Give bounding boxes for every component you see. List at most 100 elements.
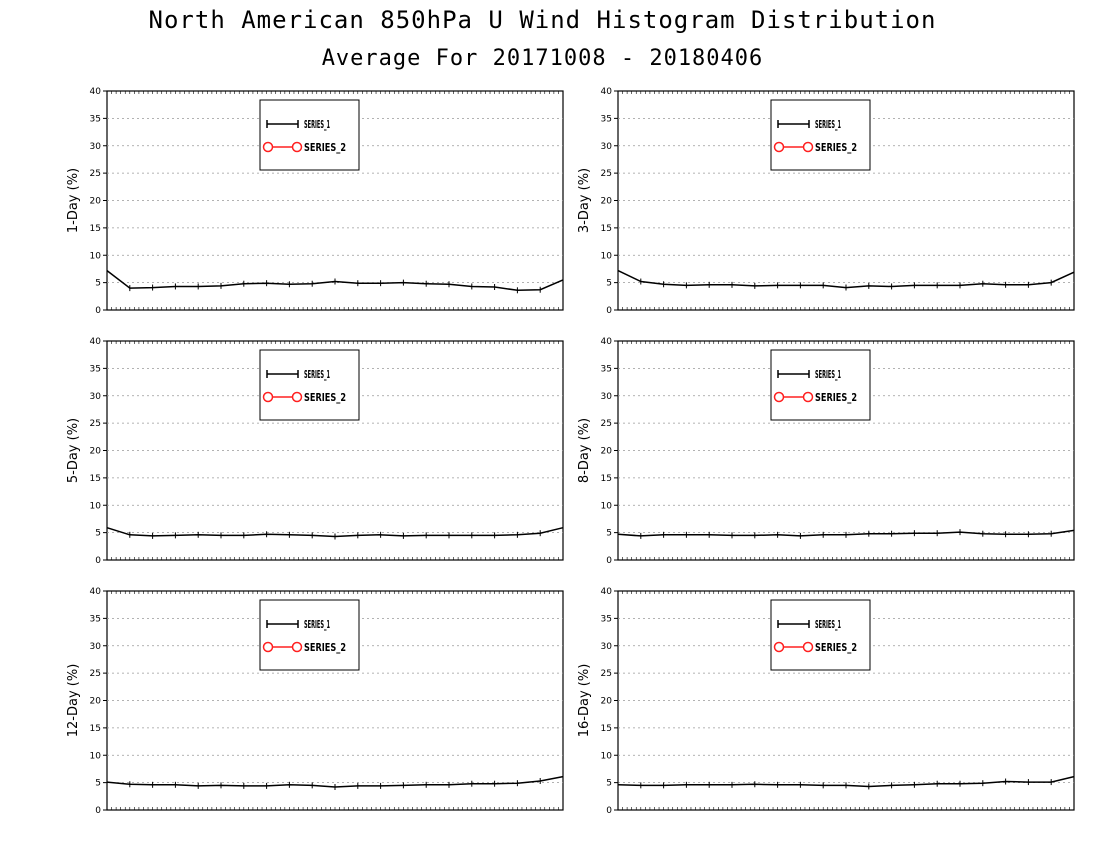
legend-box	[770, 99, 871, 171]
chart-title: North American 850hPa U Wind Histogram D…	[148, 6, 937, 34]
legend-marker-series2	[262, 141, 274, 153]
legend-box	[770, 599, 871, 671]
y-tick-label: 15	[601, 474, 612, 484]
y-tick-label: 40	[601, 87, 613, 97]
legend-label-series1: SERIES_1	[815, 368, 841, 381]
legend: SERIES_1 SERIES_2	[259, 99, 360, 171]
y-tick-label: 35	[90, 364, 101, 374]
y-tick-label: 20	[601, 197, 613, 207]
y-tick-label: 40	[601, 337, 613, 347]
legend: SERIES_1 SERIES_2	[259, 599, 360, 671]
y-tick-label: 15	[601, 724, 612, 734]
y-tick-label: 35	[601, 364, 612, 374]
legend-marker-series2	[802, 641, 814, 653]
legend-marker-series2	[802, 391, 814, 403]
legend-marker-series2	[802, 141, 814, 153]
legend-label-series2: SERIES_2	[815, 141, 857, 154]
y-tick-label: 5	[606, 779, 612, 789]
y-tick-label: 15	[601, 224, 612, 234]
legend-label-series2: SERIES_2	[304, 391, 346, 404]
y-tick-label: 30	[601, 642, 613, 652]
y-tick-label: 0	[95, 306, 101, 316]
legend-marker-series2	[291, 641, 303, 653]
y-tick-label: 20	[90, 447, 102, 457]
y-tick-label: 0	[606, 806, 612, 816]
legend: SERIES_1 SERIES_2	[770, 99, 871, 171]
y-tick-label: 40	[601, 587, 613, 597]
y-tick-label: 40	[90, 587, 102, 597]
y-tick-label: 30	[601, 392, 613, 402]
legend-box	[259, 99, 360, 171]
y-tick-label: 25	[601, 419, 612, 429]
chart-subtitle: Average For 20171008 - 20180406	[321, 46, 764, 71]
y-tick-label: 5	[606, 279, 612, 289]
y-axis-label: 12-Day (%)	[66, 664, 81, 738]
y-tick-label: 15	[90, 724, 101, 734]
y-tick-label: 40	[90, 87, 102, 97]
y-tick-label: 25	[601, 169, 612, 179]
legend-label-series1: SERIES_1	[815, 618, 841, 631]
y-tick-label: 5	[95, 529, 101, 539]
y-tick-label: 0	[606, 556, 612, 566]
y-tick-label: 0	[606, 306, 612, 316]
y-tick-label: 10	[90, 751, 102, 761]
y-tick-label: 20	[601, 697, 613, 707]
y-tick-label: 10	[601, 751, 613, 761]
y-tick-label: 35	[601, 114, 612, 124]
y-tick-label: 15	[90, 474, 101, 484]
y-tick-label: 0	[95, 806, 101, 816]
y-tick-label: 30	[90, 642, 102, 652]
y-tick-label: 25	[601, 669, 612, 679]
y-tick-label: 30	[90, 142, 102, 152]
y-tick-label: 10	[90, 251, 102, 261]
y-tick-label: 5	[95, 279, 101, 289]
legend-marker-series2	[773, 391, 785, 403]
y-tick-label: 25	[90, 169, 101, 179]
y-tick-label: 40	[90, 337, 102, 347]
y-tick-label: 20	[90, 697, 102, 707]
legend-marker-series2	[291, 141, 303, 153]
y-tick-label: 35	[601, 614, 612, 624]
y-tick-label: 10	[601, 251, 613, 261]
y-tick-label: 5	[95, 779, 101, 789]
y-tick-label: 10	[601, 501, 613, 511]
legend-label-series1: SERIES_1	[304, 368, 330, 381]
legend-label-series2: SERIES_2	[815, 391, 857, 404]
y-tick-label: 0	[95, 556, 101, 566]
legend-box	[259, 349, 360, 421]
y-tick-label: 35	[90, 114, 101, 124]
legend-marker-series2	[291, 391, 303, 403]
legend-label-series1: SERIES_1	[815, 118, 841, 131]
y-axis-label: 16-Day (%)	[577, 664, 592, 738]
legend-label-series2: SERIES_2	[304, 641, 346, 654]
y-tick-label: 25	[90, 669, 101, 679]
y-tick-label: 25	[90, 419, 101, 429]
y-axis-label: 5-Day (%)	[66, 418, 81, 483]
legend: SERIES_1 SERIES_2	[770, 349, 871, 421]
y-tick-label: 20	[90, 197, 102, 207]
legend-marker-series2	[773, 141, 785, 153]
legend-label-series1: SERIES_1	[304, 618, 330, 631]
y-tick-label: 20	[601, 447, 613, 457]
legend-box	[770, 349, 871, 421]
y-axis-label: 3-Day (%)	[577, 168, 592, 233]
legend-label-series2: SERIES_2	[815, 641, 857, 654]
y-tick-label: 35	[90, 614, 101, 624]
y-axis-label: 8-Day (%)	[577, 418, 592, 483]
y-axis-label: 1-Day (%)	[66, 168, 81, 233]
legend-box	[259, 599, 360, 671]
legend-label-series2: SERIES_2	[304, 141, 346, 154]
legend: SERIES_1 SERIES_2	[770, 599, 871, 671]
legend-marker-series2	[773, 641, 785, 653]
y-tick-label: 30	[90, 392, 102, 402]
legend-label-series1: SERIES_1	[304, 118, 330, 131]
legend-marker-series2	[262, 391, 274, 403]
legend: SERIES_1 SERIES_2	[259, 349, 360, 421]
y-tick-label: 30	[601, 142, 613, 152]
